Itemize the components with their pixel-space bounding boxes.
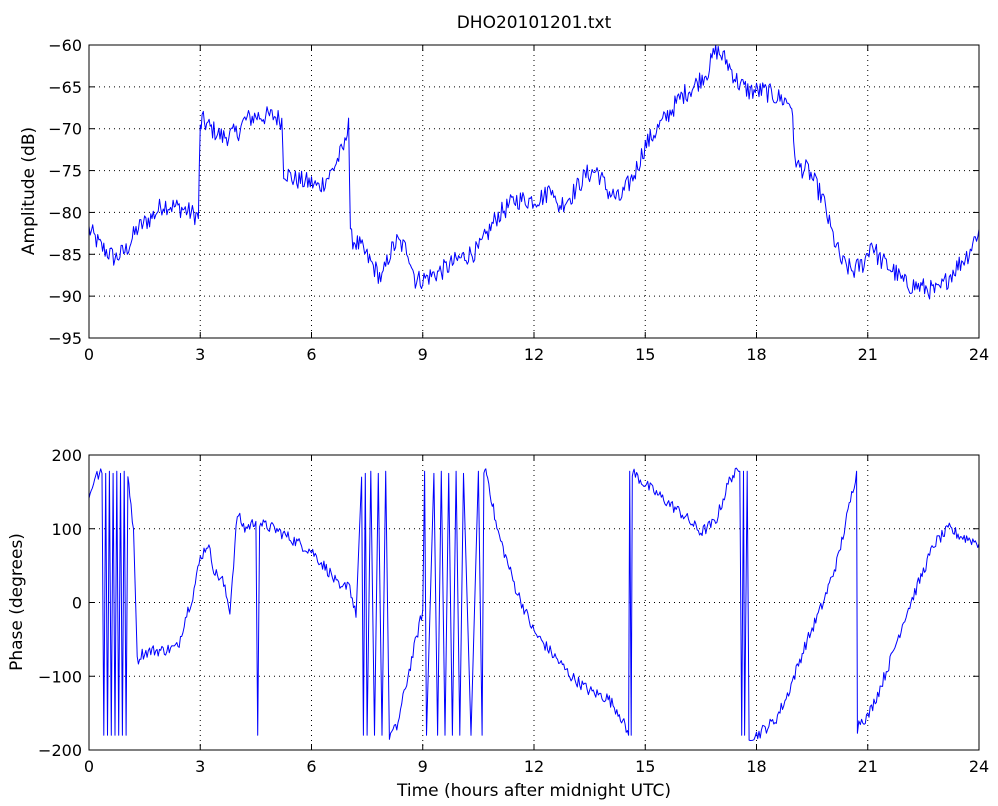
chart-title: DHO20101201.txt [457,13,612,33]
phase-x-tick-label: 24 [969,757,989,776]
phase-y-tick-label: 0 [72,594,82,613]
phase-x-tick-label: 15 [635,757,655,776]
amplitude-x-tick-label: 21 [858,345,878,364]
amplitude-y-tick-label: −80 [48,203,82,222]
phase-x-axis-label: Time (hours after midnight UTC) [396,781,671,801]
phase-y-tick-label: −200 [38,741,82,760]
phase-x-tick-label: 9 [418,757,428,776]
amplitude-x-tick-label: 0 [84,345,94,364]
amplitude-panel: 0 3 6 9 12 15 18 21 24 −95 −90 −85 −80 −75 −70 −65 −60 [48,36,989,364]
amplitude-x-tick-label: 3 [195,345,205,364]
amplitude-x-tick-label: 15 [635,345,655,364]
phase-y-tick-label: −100 [38,667,82,686]
phase-x-tick-label: 3 [195,757,205,776]
amplitude-y-tick-label: −90 [48,287,82,306]
phase-x-tick-label: 12 [524,757,544,776]
amplitude-y-tick-label: −75 [48,162,82,181]
phase-x-tick-label: 18 [746,757,766,776]
phase-y-tick-label: 100 [51,520,82,539]
amplitude-series-line [88,44,980,300]
phase-x-tick-label: 21 [858,757,878,776]
amplitude-y-tick-label: −70 [48,120,82,139]
amplitude-y-tick-label: −85 [48,245,82,264]
amplitude-x-tick-label: 12 [524,345,544,364]
amplitude-x-tick-label: 6 [306,345,316,364]
phase-y-tick-label: 200 [51,446,82,465]
phase-panel: 0 3 6 9 12 15 18 21 24 −200 −100 0 100 200 [38,446,989,776]
amplitude-y-tick-label: −60 [48,36,82,55]
amplitude-x-tick-label: 9 [418,345,428,364]
amplitude-x-tick-label: 24 [969,345,989,364]
amplitude-y-axis-label: Amplitude (dB) [19,127,39,255]
amplitude-x-tick-label: 18 [746,345,766,364]
phase-x-tick-label: 6 [306,757,316,776]
amplitude-y-tick-label: −95 [48,329,82,348]
phase-x-tick-label: 0 [84,757,94,776]
phase-y-axis-label: Phase (degrees) [7,533,27,671]
phase-series-line [88,467,980,741]
amplitude-y-tick-label: −65 [48,78,82,97]
